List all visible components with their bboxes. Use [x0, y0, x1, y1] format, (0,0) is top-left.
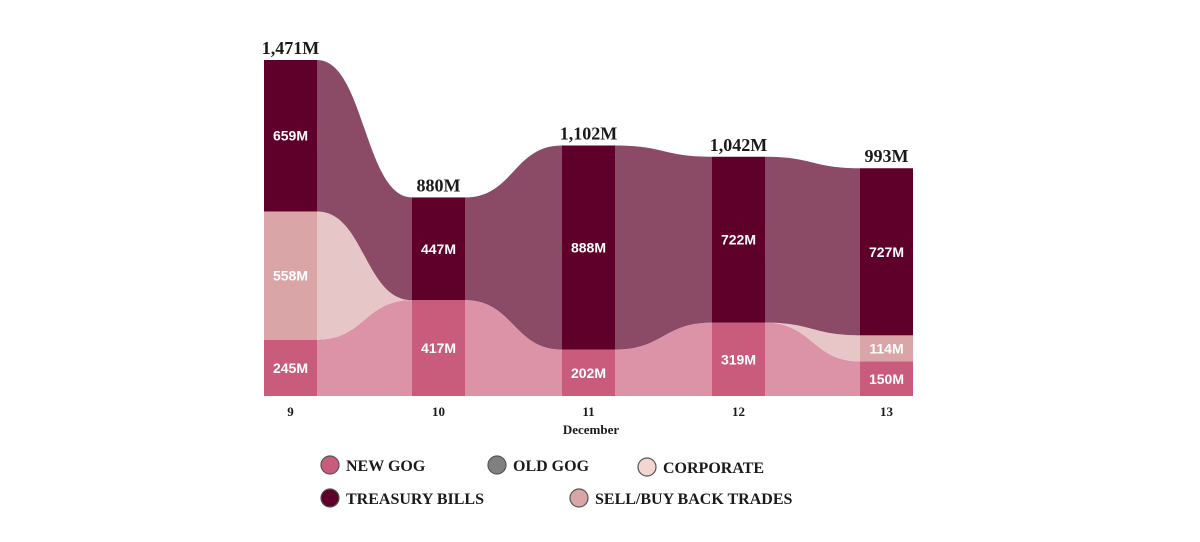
- legend-swatch-old-gog: [487, 455, 507, 475]
- ribbon-new-gog-10-11: [465, 300, 562, 396]
- ribbon-new-gog-11-12: [615, 322, 712, 396]
- total-labels: 1,471M 880M 1,102M 1,042M 993M: [262, 38, 909, 195]
- bar-sell-buy-back-trades-9: [264, 211, 317, 340]
- segment-label-new-gog-9: 245M: [273, 360, 308, 376]
- legend-label-treasury-bills: TREASURY BILLS: [346, 491, 484, 508]
- segment-label-new-gog-11: 202M: [571, 365, 606, 381]
- bar-new-gog-10: [412, 300, 465, 396]
- legend-item-old-gog: OLD GOG: [487, 455, 590, 475]
- ribbon-treasury-bills-9-10: [317, 60, 412, 301]
- segment-label-new-gog-12: 319M: [721, 351, 756, 367]
- legend: NEW GOG OLD GOG CORPORATE TREASURY BILLS SEL…: [320, 455, 792, 508]
- ribbon-sell-buy-back-trades-12-13: [765, 322, 860, 362]
- bar-treasury-bills-9: [264, 60, 317, 212]
- legend-item-sell-buy-back-trades: SELL/BUY BACK TRADES: [569, 488, 792, 508]
- ribbon-treasury-bills-10-11: [465, 145, 562, 350]
- total-label-11: 1,102M: [560, 123, 618, 143]
- bar-treasury-bills-10: [412, 197, 465, 301]
- legend-label-sell-buy-back-trades: SELL/BUY BACK TRADES: [595, 491, 792, 508]
- bar-sell-buy-back-trades-13: [860, 335, 913, 362]
- x-tick-13: 13: [880, 404, 894, 419]
- segment-label-new-gog-13: 150M: [869, 371, 904, 387]
- segment-label-treasury-bills-13: 727M: [869, 244, 904, 260]
- ribbon-new-gog-12-13: [765, 322, 860, 396]
- bar-new-gog-11: [562, 349, 615, 396]
- x-tick-11: 11: [582, 404, 594, 419]
- legend-swatch-treasury-bills: [320, 488, 340, 508]
- ribbon-new-gog-9-10: [317, 300, 412, 396]
- segment-label-treasury-bills-10: 447M: [421, 241, 456, 257]
- x-tick-12: 12: [732, 404, 745, 419]
- segment-labels: 245M 558M 659M 417M 447M 202M 888M 319M 722M 150M…: [273, 128, 904, 387]
- legend-item-treasury-bills: TREASURY BILLS: [320, 488, 484, 508]
- segment-label-sell-buy-back-trades-9: 558M: [273, 268, 308, 284]
- legend-item-corporate: CORPORATE: [637, 457, 764, 477]
- segment-label-treasury-bills-12: 722M: [721, 232, 756, 248]
- ribbon-treasury-bills-12-13: [765, 156, 860, 336]
- x-axis-title: December: [563, 422, 620, 437]
- bar-new-gog-9: [264, 339, 317, 396]
- total-label-13: 993M: [865, 146, 909, 166]
- bar-new-gog-13: [860, 361, 913, 396]
- bar-new-gog-12: [712, 322, 765, 396]
- total-label-12: 1,042M: [710, 135, 768, 155]
- bar-treasury-bills-11: [562, 145, 615, 350]
- segment-label-new-gog-10: 417M: [421, 340, 456, 356]
- x-tick-9: 9: [287, 404, 294, 419]
- bar-treasury-bills-13: [860, 168, 913, 336]
- x-tick-10: 10: [432, 404, 445, 419]
- ribbon-sell-buy-back-trades-9-10: [317, 211, 412, 340]
- segment-label-treasury-bills-11: 888M: [571, 240, 606, 256]
- bar-treasury-bills-12: [712, 156, 765, 323]
- ribbon-treasury-bills-11-12: [615, 145, 712, 350]
- x-axis: 9 10 11 12 13: [287, 404, 893, 419]
- segment-label-sell-buy-back-trades-13: 114M: [869, 340, 903, 356]
- legend-label-corporate: CORPORATE: [663, 460, 764, 477]
- ribbons: [317, 60, 860, 396]
- legend-label-new-gog: NEW GOG: [346, 458, 426, 475]
- legend-swatch-sell-buy-back-trades: [569, 488, 589, 508]
- total-label-10: 880M: [417, 175, 461, 195]
- segment-label-treasury-bills-9: 659M: [273, 128, 308, 144]
- legend-item-new-gog: NEW GOG: [320, 455, 426, 475]
- total-label-9: 1,471M: [262, 38, 320, 58]
- legend-swatch-new-gog: [320, 455, 340, 475]
- bars: [264, 60, 913, 396]
- legend-swatch-corporate: [637, 457, 657, 477]
- legend-label-old-gog: OLD GOG: [513, 458, 590, 475]
